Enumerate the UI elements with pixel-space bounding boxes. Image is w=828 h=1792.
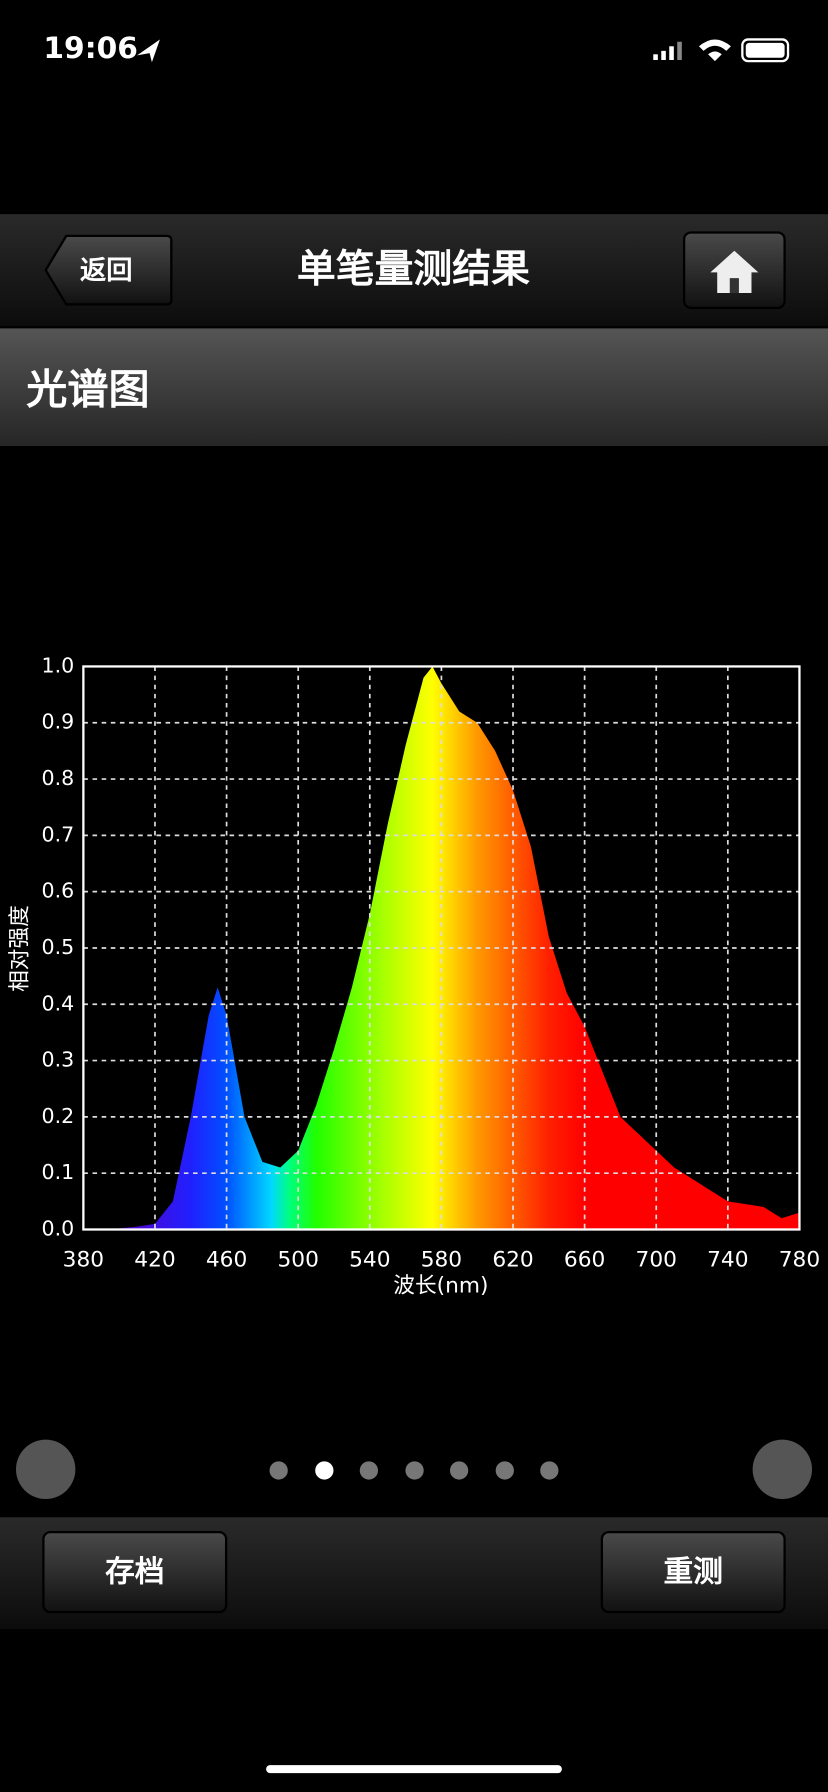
retest-label[interactable]: 重测 xyxy=(664,1555,723,1590)
save-button[interactable] xyxy=(42,1530,228,1614)
y-tick-label: 0.8 xyxy=(42,766,75,790)
nav-title: 单笔量测结果 xyxy=(297,247,530,292)
home-icon[interactable] xyxy=(710,250,759,293)
page-dot[interactable] xyxy=(540,1461,559,1480)
page-dot[interactable] xyxy=(449,1461,469,1480)
x-tick-label: 420 xyxy=(134,1247,175,1272)
x-tick-label: 380 xyxy=(63,1247,104,1272)
page-dots xyxy=(269,1461,559,1480)
x-tick-label: 740 xyxy=(707,1247,748,1272)
y-tick-label: 0.0 xyxy=(42,1216,75,1240)
battery-level xyxy=(745,42,785,58)
battery-icon xyxy=(741,38,790,63)
save-label[interactable]: 存档 xyxy=(105,1555,164,1590)
x-tick-label: 500 xyxy=(277,1247,318,1272)
section-title: 光谱图 xyxy=(26,365,149,413)
wifi-icon xyxy=(698,39,731,62)
y-tick-label: 0.5 xyxy=(42,935,75,959)
status-time: 19:06 xyxy=(43,31,138,66)
retest-button[interactable] xyxy=(600,1530,786,1614)
y-axis-label: 相对强度 xyxy=(8,905,33,992)
page-dot[interactable] xyxy=(405,1461,424,1480)
x-tick-label: 780 xyxy=(779,1247,820,1272)
y-tick-label: 1.0 xyxy=(42,653,75,677)
back-label[interactable]: 返回 xyxy=(80,256,133,286)
home-door xyxy=(729,278,739,293)
home-indicator xyxy=(266,1765,562,1774)
x-tick-label: 660 xyxy=(564,1247,605,1272)
prev-page-button[interactable] xyxy=(15,1439,76,1500)
x-tick-label: 460 xyxy=(206,1247,247,1272)
next-page-button[interactable] xyxy=(752,1439,813,1500)
page-dot[interactable] xyxy=(359,1461,379,1480)
x-tick-label: 540 xyxy=(349,1247,390,1272)
chart: 0.0 0.1 0.2 0.3 0.4 0.5 0.6 0.7 0.8 0.9 1.0 380 420 4… xyxy=(42,653,821,1272)
y-tick-label: 0.9 xyxy=(42,710,75,734)
y-tick-label: 0.3 xyxy=(42,1048,75,1072)
location-icon xyxy=(137,39,160,63)
page-dot-active[interactable] xyxy=(315,1461,334,1480)
x-axis-label: 波长(nm) xyxy=(393,1274,488,1299)
y-tick-label: 0.4 xyxy=(42,991,75,1015)
section-bar xyxy=(0,328,828,447)
plot-border xyxy=(82,665,801,1231)
x-tick-label: 700 xyxy=(636,1247,677,1272)
page-dot[interactable] xyxy=(269,1461,288,1480)
y-tick-label: 0.7 xyxy=(42,822,75,846)
y-tick-label: 0.1 xyxy=(42,1160,75,1184)
x-tick-label: 580 xyxy=(421,1247,462,1272)
x-tick-label: 620 xyxy=(492,1247,533,1272)
page-dot[interactable] xyxy=(495,1461,514,1480)
y-tick-label: 0.2 xyxy=(42,1104,75,1128)
back-button[interactable] xyxy=(44,234,173,306)
y-tick-label: 0.6 xyxy=(42,879,75,903)
signal-icon xyxy=(653,41,682,61)
